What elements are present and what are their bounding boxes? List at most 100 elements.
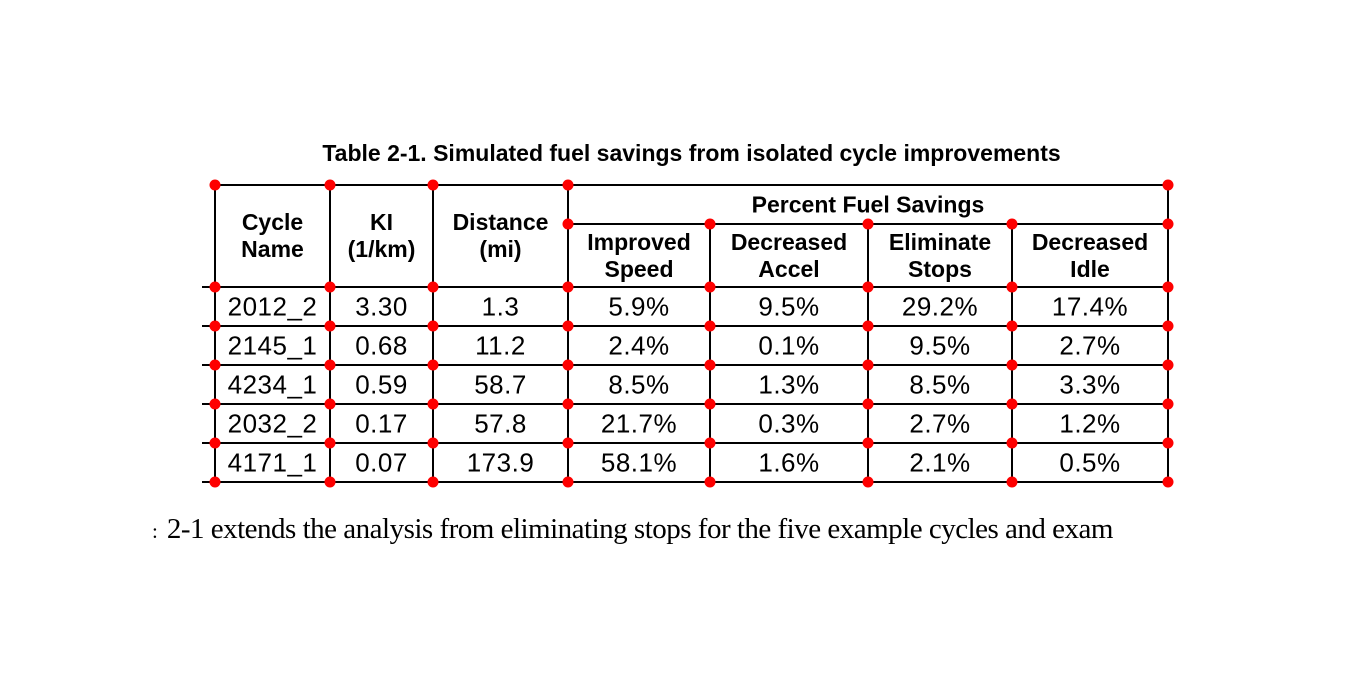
cell-row5-decreased-accel-text: 1.6% [758, 447, 820, 477]
cell-row5-decreased-idle: 0.5% [1059, 447, 1120, 478]
table-corner-annotation-dot [1006, 437, 1018, 449]
cell-row2-improved-speed: 2.4% [608, 330, 669, 361]
table-corner-annotation-dot [1162, 359, 1174, 371]
table-corner-annotation-dot [209, 437, 221, 449]
cell-row3-decreased-idle-text: 3.3% [1059, 369, 1121, 399]
table-corner-annotation-dot [862, 398, 874, 410]
table-corner-annotation-dot [427, 437, 439, 449]
header-distance-text: (mi) [479, 236, 522, 262]
table-corner-annotation-dot [562, 476, 574, 488]
table-corner-annotation-dot [562, 398, 574, 410]
table-corner-annotation-dot [1162, 398, 1174, 410]
table-corner-annotation-dot [324, 476, 336, 488]
header-cycle-name-text: Cycle [241, 209, 304, 235]
table-corner-annotation-dot [704, 218, 716, 230]
cell-row2-decreased-accel-text: 0.1% [758, 330, 820, 360]
cell-row3-improved-speed-text: 8.5% [608, 369, 670, 399]
header-cycle-name: Cycle Name [241, 209, 304, 263]
row-divider [202, 325, 1169, 327]
cell-row3-decreased-accel-text: 1.3% [758, 369, 820, 399]
table-corner-annotation-dot [704, 437, 716, 449]
table-corner-annotation-dot [1162, 476, 1174, 488]
table-corner-annotation-dot [562, 281, 574, 293]
table-corner-annotation-dot [704, 476, 716, 488]
table-corner-annotation-dot [1006, 320, 1018, 332]
cell-row5-eliminate-stops-text: 2.1% [909, 447, 971, 477]
header-distance-text: Distance [452, 209, 549, 235]
table-corner-annotation-dot [1006, 359, 1018, 371]
cell-row5-improved-speed-text: 58.1% [600, 447, 678, 477]
table-corner-annotation-dot [324, 359, 336, 371]
subcolumn-border [709, 223, 711, 483]
header-ki-text: (1/km) [347, 236, 416, 262]
header-decreased-idle-text: Decreased [1031, 229, 1149, 255]
body-text-left-fragment: : [152, 519, 158, 543]
table-corner-annotation-dot [704, 398, 716, 410]
cell-row5-cycle-name-text: 4171_1 [227, 447, 318, 477]
header-eliminate-stops-text: Eliminate [888, 229, 992, 255]
cell-row1-improved-speed-text: 5.9% [608, 291, 670, 321]
cell-row3-ki: 0.59 [355, 369, 408, 400]
table-corner-annotation-dot [562, 359, 574, 371]
cell-row4-improved-speed: 21.7% [601, 408, 677, 439]
cell-row3-cycle-name-text: 4234_1 [227, 369, 318, 399]
header-percent-fuel-savings: Percent Fuel Savings [752, 192, 985, 219]
table-title: Table 2-1. Simulated fuel savings from i… [322, 140, 1061, 166]
cell-row5-cycle-name: 4171_1 [228, 447, 318, 478]
header-distance: Distance (mi) [453, 209, 549, 263]
cell-row3-ki-text: 0.59 [355, 369, 408, 399]
cell-row1-decreased-idle-text: 17.4% [1051, 291, 1129, 321]
table-corner-annotation-dot [1006, 218, 1018, 230]
table-corner-annotation-dot [704, 320, 716, 332]
cell-row3-eliminate-stops-text: 8.5% [909, 369, 971, 399]
table-corner-annotation-dot [1006, 281, 1018, 293]
cell-row2-ki-text: 0.68 [355, 330, 408, 360]
cell-row3-decreased-idle: 3.3% [1059, 369, 1120, 400]
cell-row2-decreased-accel: 0.1% [758, 330, 819, 361]
cell-row5-decreased-accel: 1.6% [758, 447, 819, 478]
table-corner-annotation-dot [209, 179, 221, 191]
cell-row3-distance: 58.7 [474, 369, 527, 400]
table-corner-annotation-dot [862, 218, 874, 230]
cell-row4-cycle-name: 2032_2 [228, 408, 318, 439]
header-decreased-accel-text: Accel [758, 256, 820, 282]
cell-row1-eliminate-stops-text: 29.2% [901, 291, 979, 321]
header-decreased-accel: Decreased Accel [731, 229, 847, 283]
header-improved-speed: Improved Speed [587, 229, 691, 283]
table-corner-annotation-dot [1162, 179, 1174, 191]
header-eliminate-stops-text: Stops [908, 256, 972, 282]
cell-row5-eliminate-stops: 2.1% [909, 447, 970, 478]
cell-row4-decreased-accel-text: 0.3% [758, 408, 820, 438]
cell-row4-decreased-accel: 0.3% [758, 408, 819, 439]
header-improved-speed-text: Improved [587, 229, 691, 255]
table-corner-annotation-dot [209, 320, 221, 332]
cell-row2-cycle-name-text: 2145_1 [227, 330, 318, 360]
table-corner-annotation-dot [427, 281, 439, 293]
cell-row4-ki: 0.17 [355, 408, 408, 439]
header-cycle-name-text: Name [241, 236, 304, 262]
table-corner-annotation-dot [862, 476, 874, 488]
cell-row1-ki: 3.30 [355, 291, 408, 322]
cell-row1-distance: 1.3 [482, 291, 520, 322]
table-right-border [1167, 184, 1169, 483]
header-eliminate-stops: Eliminate Stops [889, 229, 991, 283]
table-corner-annotation-dot [562, 320, 574, 332]
column-border [432, 184, 434, 483]
cell-row2-eliminate-stops-text: 9.5% [909, 330, 971, 360]
column-border [214, 184, 216, 483]
table-corner-annotation-dot [427, 476, 439, 488]
cell-row2-decreased-idle-text: 2.7% [1059, 330, 1121, 360]
row-divider [202, 481, 1169, 483]
table-corner-annotation-dot [862, 320, 874, 332]
header-decreased-idle: Decreased Idle [1032, 229, 1148, 283]
cell-row4-decreased-idle: 1.2% [1059, 408, 1120, 439]
cell-row2-distance: 11.2 [475, 330, 526, 361]
table-corner-annotation-dot [1006, 398, 1018, 410]
cell-row1-decreased-idle: 17.4% [1052, 291, 1128, 322]
column-border [567, 184, 569, 483]
row-divider [202, 403, 1169, 405]
table-corner-annotation-dot [209, 281, 221, 293]
table-corner-annotation-dot [324, 398, 336, 410]
row-divider [202, 286, 1169, 288]
table-corner-annotation-dot [704, 281, 716, 293]
